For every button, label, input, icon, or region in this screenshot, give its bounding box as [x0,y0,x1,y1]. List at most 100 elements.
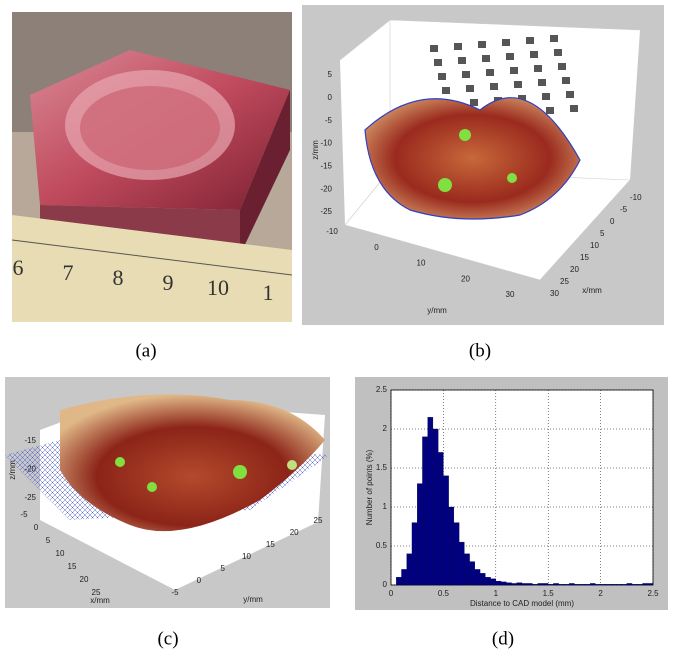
x-axis-label: Distance to CAD model (mm) [470,599,574,608]
tick-label: 0 [34,523,39,532]
bar [438,452,444,586]
tick-label: 10 [417,259,426,268]
marker [570,105,578,112]
tick-label: 5 [220,564,225,573]
tick-label: 25 [314,516,323,525]
bar [600,584,606,586]
marker [518,95,526,102]
tick-label: 20 [570,265,579,274]
y-axis-label: Number of points (%) [365,449,374,525]
marker [502,39,510,46]
bar [401,569,407,586]
tick-label: -20 [24,465,36,474]
caption: (b) [469,340,491,361]
tick-label: -10 [630,193,642,202]
bar [631,584,638,586]
axis-label: z/mm [311,140,320,160]
bar [542,583,549,586]
marker [530,51,538,58]
marker [534,65,542,72]
bar [427,417,434,586]
marker [490,83,498,90]
panel-c [5,377,330,608]
caption: (a) [135,340,156,361]
tick-label: -5 [20,510,28,519]
bar [432,428,439,586]
bar [422,436,428,586]
marker [562,77,570,84]
marker [454,43,462,50]
bar [589,583,596,586]
marker [434,59,442,66]
marker [554,49,562,56]
bar [548,584,554,586]
bar [595,584,601,586]
bar [532,584,538,586]
tick-label: 10 [242,552,251,561]
bar [458,541,465,586]
y-tick-label: 0 [383,580,388,589]
tick-label: -15 [320,161,332,170]
bar [621,584,627,586]
histogram: 0 0.5 1 1.5 2 2.5 0 0.5 1 1.5 2 2.5 Distance to CAD … [365,385,659,608]
tick-label: 30 [506,290,515,299]
axis-label: y/mm [427,306,447,315]
tick-label: 0 [328,93,333,102]
marker [514,81,522,88]
tick-label: 20 [290,528,299,537]
y-tick-label: 1.5 [376,463,388,472]
bar [453,522,460,586]
tick-label: -5 [325,116,333,125]
tick-label: 20 [80,575,89,584]
marker [482,55,490,62]
bar [626,583,633,586]
bar [637,584,643,586]
tick-label: 5 [328,70,333,79]
tick-label: 15 [266,540,275,549]
bar [642,583,648,586]
marker [550,35,558,42]
marker [506,53,514,60]
x-tick-label: 0.5 [438,589,450,598]
marker [442,87,450,94]
bar [537,583,544,586]
tick-label: 5 [600,229,605,238]
bar [610,584,617,586]
ruler-number: 9 [163,270,174,295]
marker [486,69,494,76]
marker [542,93,550,100]
y-tick-label: 1 [383,502,388,511]
photo-a [11,12,293,322]
bar [479,573,486,586]
x-tick-label: 0 [389,589,394,598]
tick-label: 10 [590,241,599,250]
tick-label: -10 [326,227,338,236]
ruler-number: 7 [63,260,74,285]
marker [538,79,546,86]
bar [647,583,654,586]
axis-label: x/mm [582,286,602,295]
y-tick-label: 2.5 [376,385,388,394]
bar [516,582,523,586]
axis-label: x/mm [90,596,110,605]
x-tick-label: 1.5 [543,589,555,598]
bar [411,522,418,586]
bar [563,584,570,586]
bar [521,583,528,586]
x-tick-label: 2 [598,589,603,598]
tick-label: -20 [320,184,332,193]
bar [527,583,533,586]
panel-b [302,5,664,325]
marker [438,73,446,80]
x-tick-label: 1 [494,589,499,598]
ruler-number: 10 [207,275,229,300]
tick-label: -5 [620,205,628,214]
tick-label: -25 [24,493,36,502]
tick-label: 0 [374,243,379,252]
bar [417,483,423,586]
tick-label: 10 [56,549,65,558]
marker [546,107,554,114]
x-tick-label: 2.5 [647,589,659,598]
tick-label: -25 [320,207,332,216]
